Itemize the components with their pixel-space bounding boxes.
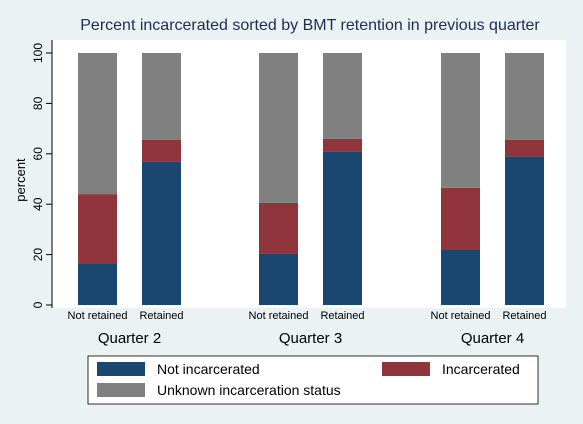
bars — [78, 53, 544, 305]
legend-label-not-incarcerated: Not incarcerated — [157, 361, 260, 377]
legend-swatch-unknown — [97, 383, 145, 397]
bar-segment-incarcerated — [505, 139, 544, 157]
legend-label-incarcerated: Incarcerated — [442, 361, 520, 377]
bar-segment-incarcerated — [259, 202, 298, 254]
chart-title: Percent incarcerated sorted by BMT reten… — [80, 17, 540, 34]
bar-segment-unknown-incarceration-status — [323, 53, 362, 139]
bar-segment-not-incarcerated — [142, 161, 181, 305]
bar-segment-not-incarcerated — [323, 151, 362, 305]
bar-labels: Not retained Retained Not retained Retained… — [68, 310, 547, 322]
bar-category-label: Not retained — [249, 310, 309, 322]
y-tick-label: 100 — [31, 43, 45, 63]
bar-segment-incarcerated — [441, 187, 480, 250]
bar-segment-incarcerated — [142, 139, 181, 162]
group-label: Quarter 2 — [98, 330, 161, 347]
y-tick-label: 40 — [31, 197, 45, 211]
legend-box — [87, 355, 539, 405]
bar-segment-unknown-incarceration-status — [441, 53, 480, 188]
bar-segment-unknown-incarceration-status — [142, 53, 181, 140]
bar-segment-unknown-incarceration-status — [78, 53, 117, 195]
y-tick-label: 60 — [31, 147, 45, 161]
legend-swatch-not-incarcerated — [97, 362, 145, 376]
bar-category-label: Not retained — [68, 310, 128, 322]
legend-label-unknown: Unknown incarceration status — [157, 382, 341, 398]
bar-segment-incarcerated — [78, 194, 117, 264]
bar-segment-unknown-incarceration-status — [259, 53, 298, 203]
y-axis-label: percent — [13, 158, 28, 202]
legend: Not incarcerated Incarcerated Unknown in… — [87, 355, 539, 405]
y-tick-label: 20 — [31, 248, 45, 262]
bar-segment-unknown-incarceration-status — [505, 53, 544, 140]
legend-swatch-incarcerated — [382, 362, 430, 376]
y-tick-label: 0 — [31, 301, 45, 308]
bar-category-label: Retained — [320, 310, 364, 322]
bar-segment-not-incarcerated — [259, 253, 298, 305]
group-label: Quarter 4 — [461, 330, 524, 347]
bar-category-label: Not retained — [431, 310, 491, 322]
bar-segment-not-incarcerated — [441, 249, 480, 305]
group-labels: Quarter 2 Quarter 3 Quarter 4 — [98, 330, 524, 347]
bar-category-label: Retained — [502, 310, 546, 322]
bar-segment-not-incarcerated — [78, 263, 117, 305]
group-label: Quarter 3 — [279, 330, 342, 347]
bar-segment-not-incarcerated — [505, 156, 544, 305]
plot-area — [52, 40, 566, 308]
bar-segment-incarcerated — [323, 138, 362, 152]
bar-category-label: Retained — [139, 310, 183, 322]
y-axis-ticks: 0 20 40 60 80 100 — [31, 43, 52, 308]
y-tick-label: 80 — [31, 96, 45, 110]
